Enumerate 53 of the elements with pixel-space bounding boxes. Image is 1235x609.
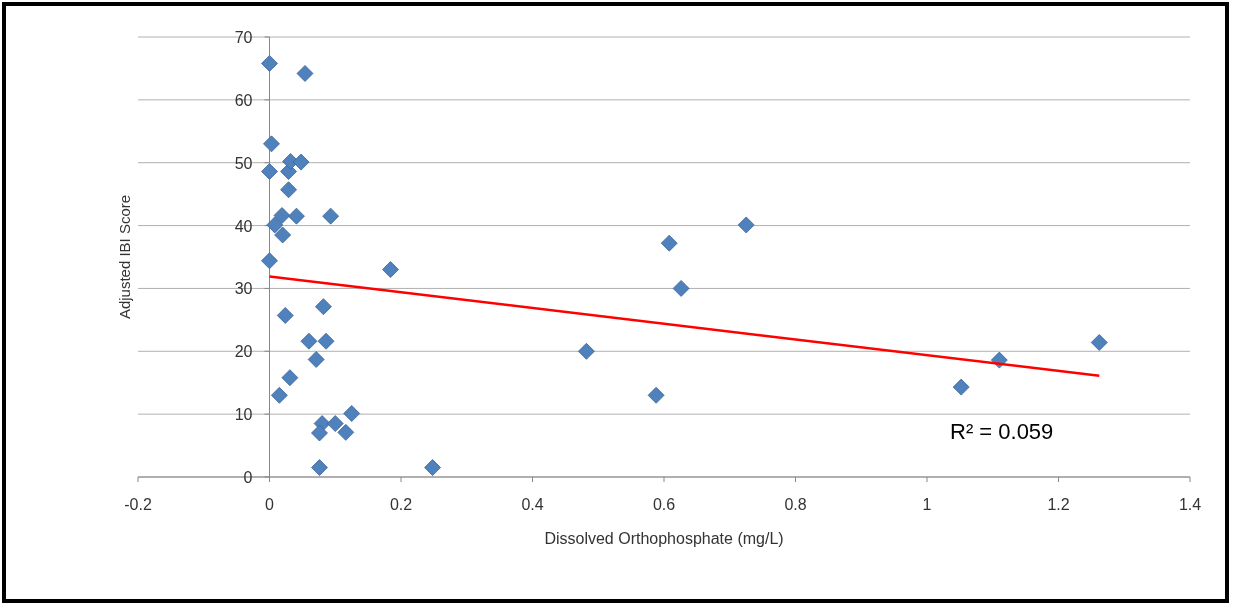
y-tick-label: 50 [234,154,253,172]
point [261,55,278,72]
point [672,280,690,297]
x-tick-label: 0.8 [784,496,807,513]
annotation: R² = 0.059 [950,419,1054,445]
x-tick-label: 0.4 [521,496,544,513]
x-tick-label: 1 [922,496,932,513]
x-tick-label: 0.6 [652,496,676,513]
y-tick-label: 0 [243,469,253,486]
y-tick-label: 20 [234,343,253,361]
point [647,386,665,404]
x-tick-label: 0.2 [389,496,413,513]
y-tick-label: 10 [234,406,253,424]
x-tick-label: 1.4 [1178,496,1202,513]
point [1090,334,1108,351]
point [266,216,284,234]
point [578,342,595,360]
point [280,181,297,199]
point [952,378,970,396]
point [261,163,278,180]
point [737,216,755,234]
point [311,424,328,442]
point [296,65,314,82]
y-tick-label: 30 [234,280,253,298]
point [270,386,288,404]
point [382,261,399,278]
point [315,298,332,316]
point [292,153,310,171]
point [311,459,328,476]
point [337,423,355,441]
point [300,332,318,350]
y-axis-title: Adjusted IBI Score [116,194,133,320]
y-tick-label: 40 [234,217,253,235]
x-tick-label: 0 [265,496,275,513]
point [274,226,292,244]
y-tick-label: 60 [234,91,253,109]
x-tick-label: -0.2 [124,496,152,513]
point [261,252,278,270]
point [263,135,280,153]
point [326,415,344,432]
x-axis-title: Dissolved Orthophosphate (mg/L) [544,530,784,547]
point [317,332,335,350]
point [288,207,305,225]
x-tick-label: 1.2 [1047,496,1070,513]
point [276,307,294,324]
point [322,207,340,225]
point [281,369,299,387]
point [343,405,361,422]
point [660,234,678,252]
y-tick-label: 70 [234,29,253,46]
point [307,351,325,368]
point [424,459,441,476]
point [273,207,291,224]
